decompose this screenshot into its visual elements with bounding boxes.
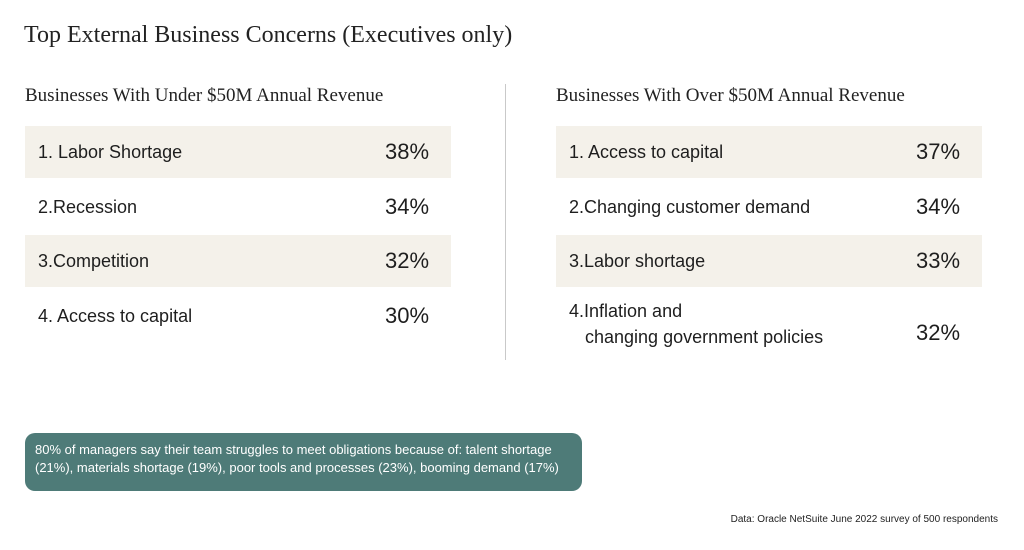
over-50m-row-4: 4.Inflation and changing government poli… xyxy=(556,290,982,362)
source-note: Data: Oracle NetSuite June 2022 survey o… xyxy=(730,514,998,525)
under-50m-row-1: 1. Labor Shortage 38% xyxy=(25,126,451,178)
row-percent: 33% xyxy=(916,248,961,273)
over-50m-panel: Businesses With Over $50M Annual Revenue… xyxy=(556,84,982,364)
row-label: 3.Labor shortage xyxy=(569,251,706,271)
row-label: 4.Inflation and changing government poli… xyxy=(569,298,823,350)
row-percent: 34% xyxy=(916,193,961,219)
over-50m-row-1: 1. Access to capital 37% xyxy=(556,126,982,178)
over-50m-subtitle: Businesses With Over $50M Annual Revenue xyxy=(556,85,905,106)
row-label-line1: 4.Inflation and xyxy=(569,300,683,321)
under-50m-subtitle: Businesses With Under $50M Annual Revenu… xyxy=(25,85,384,106)
row-label: 3.Competition xyxy=(38,251,150,271)
under-50m-row-3: 3.Competition 32% xyxy=(25,235,451,287)
row-percent: 37% xyxy=(916,139,961,164)
column-divider xyxy=(505,84,506,360)
row-percent: 32% xyxy=(916,319,961,345)
row-percent: 30% xyxy=(385,302,430,328)
row-label: 1. Access to capital xyxy=(569,142,724,162)
row-label: 2.Changing customer demand xyxy=(569,196,811,217)
row-label: 1. Labor Shortage xyxy=(38,142,183,162)
row-percent: 34% xyxy=(385,193,430,219)
under-50m-row-4: 4. Access to capital 30% xyxy=(25,290,451,342)
managers-callout: 80% of managers say their team struggles… xyxy=(25,433,582,491)
row-percent: 38% xyxy=(385,139,430,164)
row-label: 2.Recession xyxy=(38,196,138,217)
under-50m-row-2: 2.Recession 34% xyxy=(25,181,451,233)
row-percent: 32% xyxy=(385,248,430,273)
page-title: Top External Business Concerns (Executiv… xyxy=(24,22,513,48)
row-label: 4. Access to capital xyxy=(38,305,193,326)
over-50m-row-2: 2.Changing customer demand 34% xyxy=(556,181,982,233)
over-50m-row-3: 3.Labor shortage 33% xyxy=(556,235,982,287)
under-50m-panel: Businesses With Under $50M Annual Revenu… xyxy=(25,84,451,344)
row-label-line2: changing government policies xyxy=(585,326,824,347)
